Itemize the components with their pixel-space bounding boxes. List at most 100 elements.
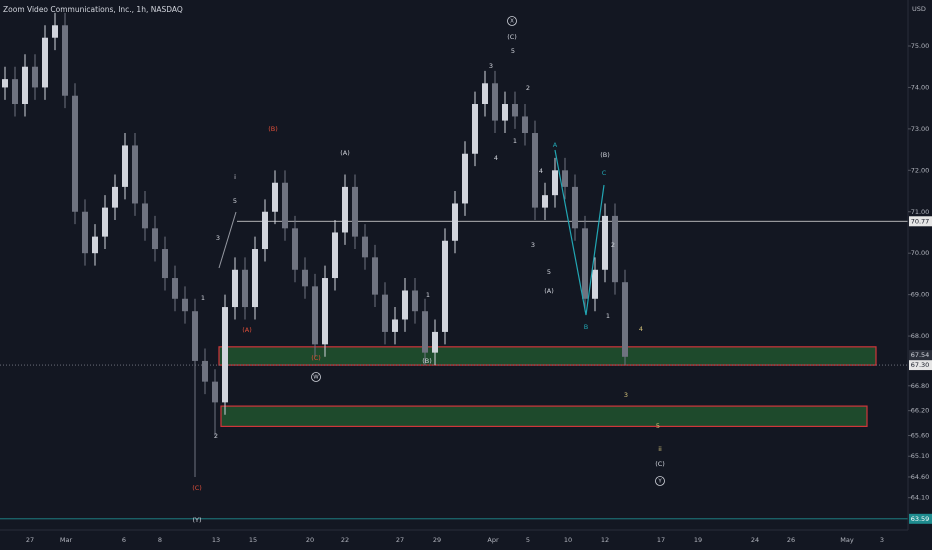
- wave-label: (Y): [192, 516, 201, 524]
- axis-unit: USD: [912, 5, 926, 13]
- candle-body: [552, 170, 558, 196]
- candle-body: [562, 170, 568, 187]
- x-tick-label: Mar: [60, 536, 73, 544]
- x-tick-label: 12: [601, 536, 609, 544]
- wave-label: 3: [624, 391, 628, 399]
- y-tick-label: 70.00: [911, 249, 930, 257]
- wave-label: 2: [526, 84, 530, 92]
- y-tick-label: 66.80: [911, 382, 930, 390]
- x-tick-label: 29: [433, 536, 441, 544]
- candle-body: [152, 228, 158, 250]
- candle-body: [512, 104, 518, 117]
- candle-body: [582, 228, 588, 299]
- price-tag: [909, 216, 932, 227]
- candle-body: [422, 311, 428, 353]
- candle-body: [132, 145, 138, 204]
- y-tick-label: 65.60: [911, 432, 930, 440]
- annotation-circle: [655, 476, 665, 486]
- wave-label: 5: [547, 268, 551, 276]
- annotation-circle: [507, 16, 517, 26]
- y-tick-label: 72.00: [911, 166, 930, 174]
- x-tick-label: 15: [249, 536, 257, 544]
- y-tick-label: 64.60: [911, 473, 930, 481]
- wave-label: (C): [655, 460, 665, 468]
- wave-label: 4: [494, 154, 498, 162]
- wave-label: 2: [611, 241, 615, 249]
- wave-label: 3: [216, 234, 220, 242]
- candle-body: [82, 211, 88, 254]
- candle-body: [202, 360, 208, 382]
- candle-body: [212, 381, 218, 403]
- price-tag: [909, 513, 932, 524]
- x-tick-label: May: [840, 536, 854, 544]
- x-tick-label: 24: [751, 536, 759, 544]
- wave-label: 5: [656, 422, 660, 430]
- x-tick-label: 3: [880, 536, 884, 544]
- candle-body: [522, 116, 528, 134]
- candle-body: [412, 290, 418, 312]
- wave-label: 3: [531, 241, 535, 249]
- wave-label: (B): [268, 125, 278, 133]
- candle-body: [542, 195, 548, 208]
- candle-body: [382, 294, 388, 332]
- y-tick-label: 74.00: [911, 83, 930, 91]
- wave-label: ii: [658, 445, 662, 453]
- y-tick-label: 66.20: [911, 407, 930, 415]
- x-tick-label: Apr: [487, 536, 499, 544]
- wave-line: [554, 149, 605, 316]
- candle-body: [322, 278, 328, 345]
- candle-body: [572, 186, 578, 229]
- x-tick-label: 20: [306, 536, 314, 544]
- wave-label: B: [584, 323, 588, 331]
- candle-body: [282, 182, 288, 229]
- candle-body: [192, 311, 198, 361]
- candle-body: [362, 236, 368, 258]
- wave-label: 2: [214, 432, 218, 440]
- candle-body: [402, 290, 408, 320]
- y-tick-label: 64.10: [911, 494, 930, 502]
- chart-title: Zoom Video Communications, Inc., 1h, NAS…: [3, 5, 183, 14]
- wave-label: (A): [242, 326, 252, 334]
- x-tick-label: 19: [694, 536, 702, 544]
- candle-body: [272, 182, 278, 212]
- x-tick-label: 17: [657, 536, 665, 544]
- wave-label: 4: [639, 325, 643, 333]
- wave-label: 1: [426, 291, 430, 299]
- wave-label: 4: [539, 167, 543, 175]
- candle-body: [262, 211, 268, 250]
- candle-body: [332, 232, 338, 279]
- x-tick-label: 10: [564, 536, 572, 544]
- candle-body: [612, 215, 618, 283]
- candle-body: [242, 269, 248, 308]
- wave-label: (B): [600, 151, 610, 159]
- candle-body: [112, 186, 118, 208]
- candle-body: [52, 25, 58, 38]
- candle-body: [532, 133, 538, 208]
- price-tag-label: 70.77: [911, 217, 930, 225]
- wave-label: 1: [201, 294, 205, 302]
- candle-body: [312, 286, 318, 345]
- candle-body: [342, 186, 348, 233]
- candle-body: [452, 203, 458, 241]
- x-tick-label: 5: [526, 536, 530, 544]
- wave-label: (B): [422, 357, 432, 365]
- candle-body: [442, 240, 448, 332]
- wave-label: 3: [489, 62, 493, 70]
- candle-body: [352, 186, 358, 237]
- wave-label: 1: [513, 137, 517, 145]
- x-tick-label: 8: [158, 536, 162, 544]
- wave-label: (A): [340, 149, 350, 157]
- y-tick-label: 68.00: [911, 332, 930, 340]
- candle-body: [392, 319, 398, 332]
- candle-body: [22, 66, 28, 105]
- wave-label: 1: [606, 312, 610, 320]
- candle-body: [482, 83, 488, 105]
- wave-label: (A): [544, 287, 554, 295]
- wave-label: (C): [192, 484, 202, 492]
- candle-body: [602, 215, 608, 270]
- x-tick-label: 6: [122, 536, 126, 544]
- candle-body: [2, 79, 8, 88]
- price-tag-label: 63.59: [911, 515, 930, 523]
- wave-label: X: [510, 19, 514, 25]
